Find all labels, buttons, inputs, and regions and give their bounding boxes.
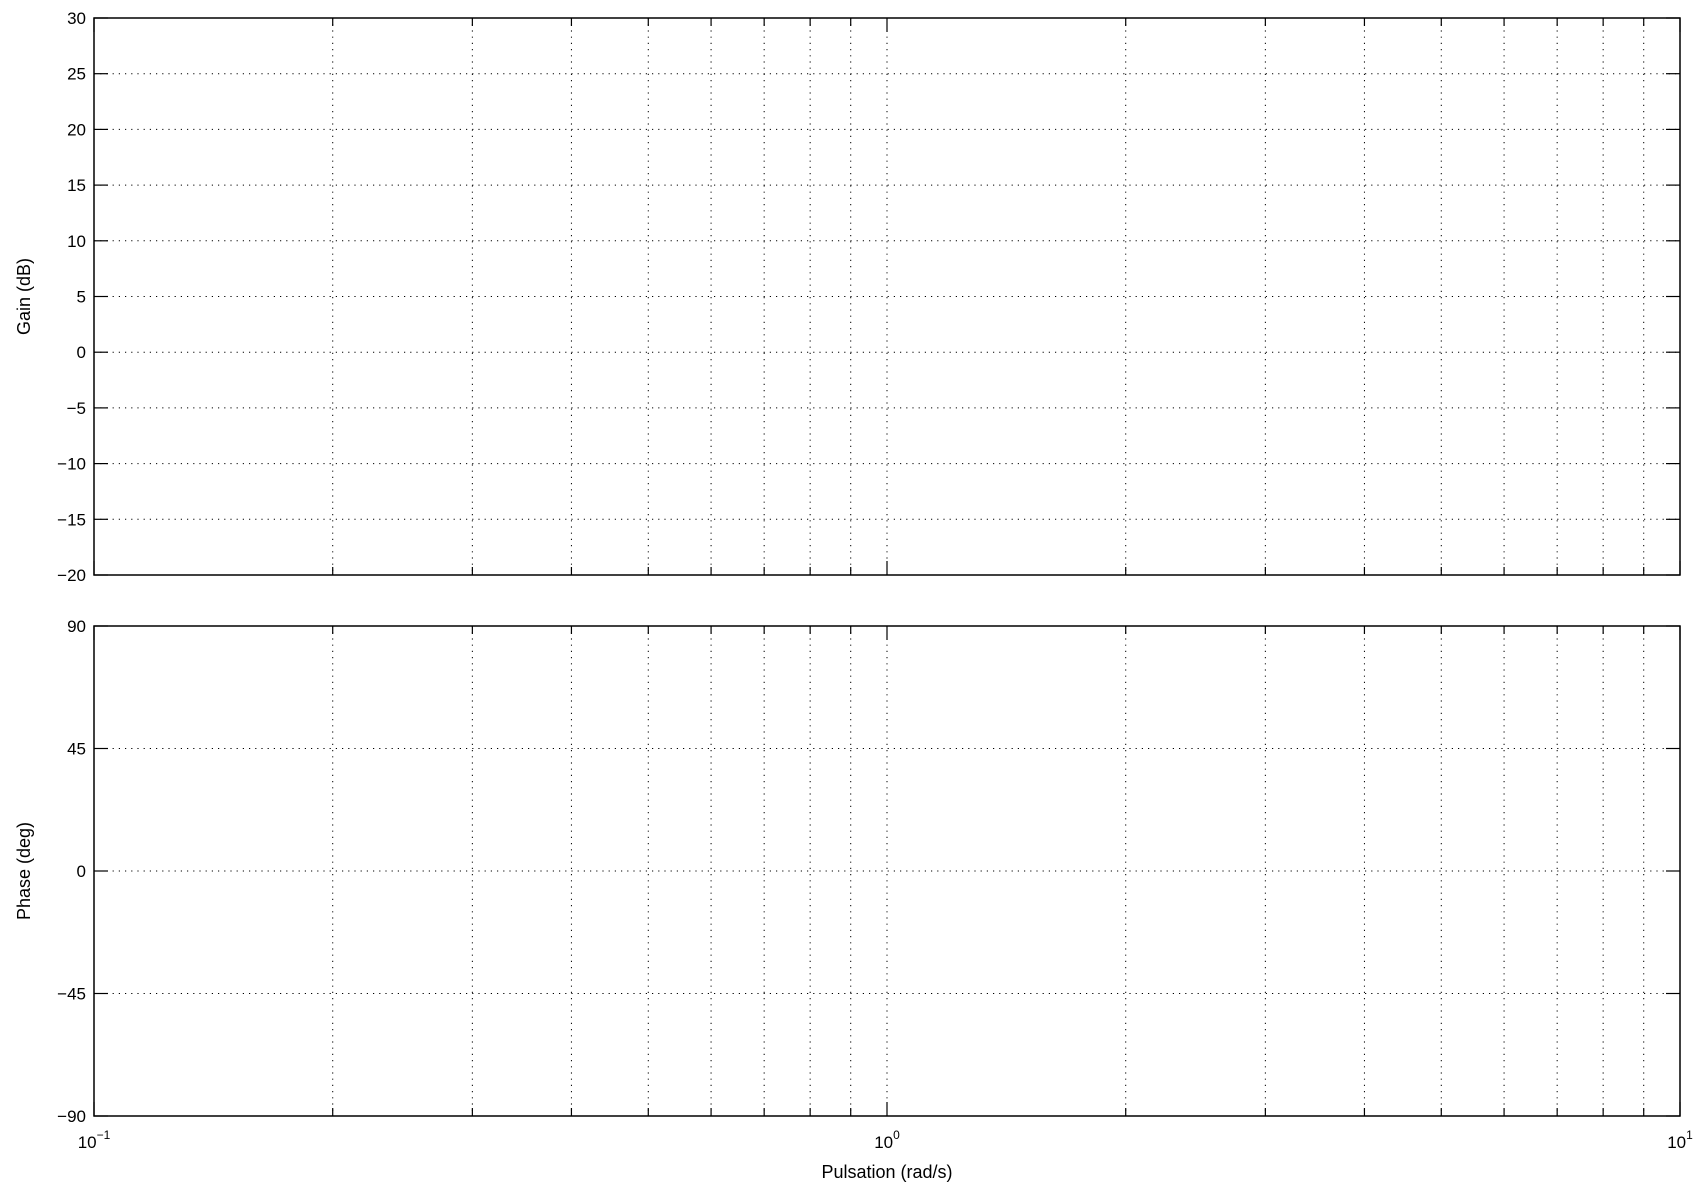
- y-tick-label: 25: [67, 65, 86, 84]
- x-tick-label-exponent: 1: [1686, 1128, 1693, 1142]
- gain-axes-frame: [93, 17, 1681, 576]
- y-tick-label: 45: [67, 740, 86, 759]
- gain-panel: 30 25 20 15 10 5 0 −5 −10 −15 −20 Gain (dB): [14, 9, 1681, 585]
- y-tick-label: −10: [57, 455, 86, 474]
- y-tick-label: 10: [67, 232, 86, 251]
- gain-ticks: 30 25 20 15 10 5 0 −5 −10 −15 −20: [57, 9, 1681, 585]
- gain-y-axis-label: Gain (dB): [14, 258, 34, 335]
- y-tick-label: −20: [57, 566, 86, 585]
- y-tick-label: 90: [67, 617, 86, 636]
- phase-y-axis-label: Phase (deg): [14, 822, 34, 920]
- y-tick-label: −15: [57, 510, 86, 529]
- y-tick-label: 30: [67, 9, 86, 28]
- x-axis-label: Pulsation (rad/s): [821, 1162, 952, 1182]
- x-tick-labels: 10−1 100 101: [78, 1128, 1693, 1152]
- x-tick-label-base: 10: [874, 1133, 893, 1152]
- gain-grid: [94, 18, 1680, 575]
- y-tick-label: 15: [67, 176, 86, 195]
- x-tick-label: 10−1: [78, 1128, 111, 1152]
- x-tick-label-base: 10: [78, 1133, 97, 1152]
- phase-ticks: 90 45 0 −45 −90: [57, 617, 1681, 1126]
- x-tick-label: 101: [1667, 1128, 1693, 1152]
- x-tick-label-base: 10: [1667, 1133, 1686, 1152]
- phase-grid: [94, 626, 1680, 1116]
- y-tick-label: −90: [57, 1107, 86, 1126]
- x-tick-label: 100: [874, 1128, 900, 1152]
- y-tick-label: 5: [77, 288, 86, 307]
- y-tick-label: −45: [57, 985, 86, 1004]
- x-tick-label-exponent: −1: [97, 1128, 111, 1142]
- y-tick-label: 0: [77, 862, 86, 881]
- x-tick-label-exponent: 0: [893, 1128, 900, 1142]
- y-tick-label: −5: [67, 399, 86, 418]
- y-tick-label: 0: [77, 343, 86, 362]
- y-tick-label: 20: [67, 120, 86, 139]
